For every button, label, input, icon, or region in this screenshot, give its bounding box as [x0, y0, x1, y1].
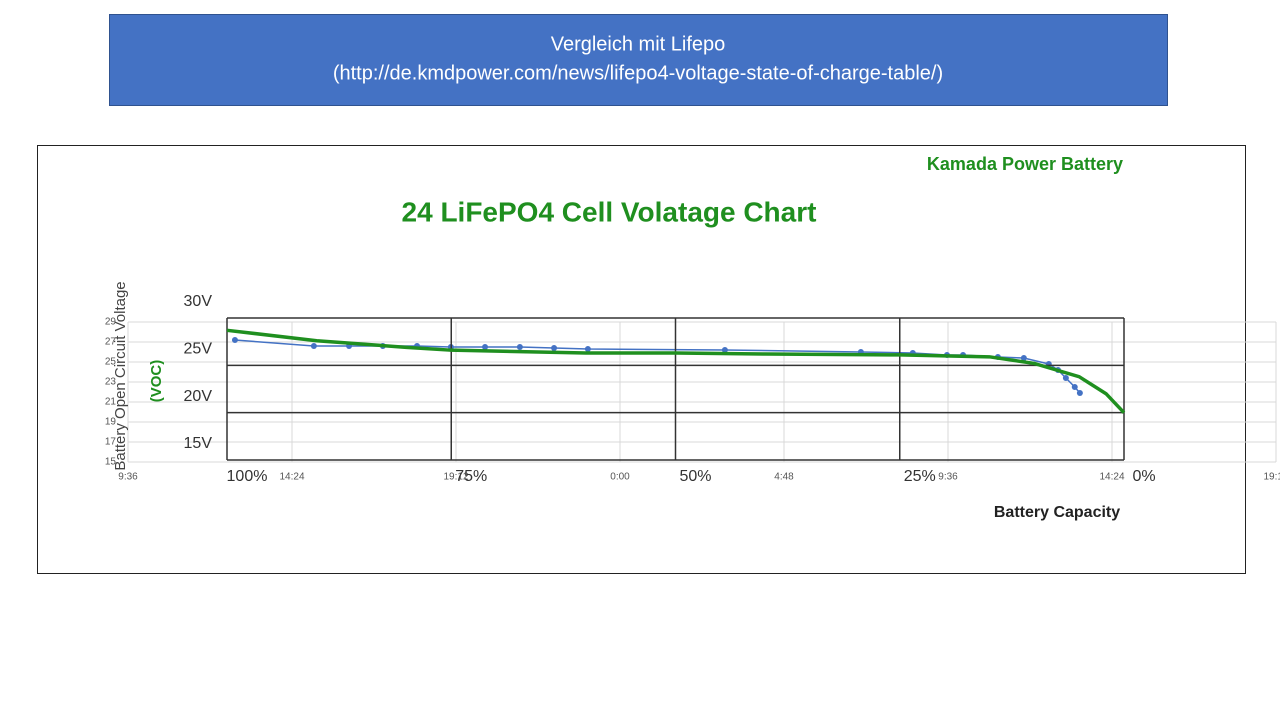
- data-point: [551, 345, 558, 351]
- x-tick-label: 9:36: [938, 472, 958, 483]
- x-tick-label: 75%: [455, 468, 487, 485]
- x-tick-label: 19:12: [443, 472, 468, 483]
- x-tick-label: 14:24: [279, 472, 304, 483]
- chart-frame: [37, 145, 1246, 574]
- x-tick-label: 4:48: [774, 472, 794, 483]
- y-tick-label: 23: [105, 377, 117, 388]
- y-tick-label: 29: [105, 317, 117, 328]
- capacity-chart: 30V 25V 20V 15V 100% 75% 50% 25% 0%: [184, 293, 1156, 485]
- y-tick-label: 20V: [184, 388, 213, 405]
- y-tick-label: 15: [105, 457, 117, 468]
- y-tick-label: 17: [105, 437, 117, 448]
- x-tick-label: 19:12: [1263, 472, 1280, 483]
- y-tick-label: 25: [105, 357, 117, 368]
- data-point: [231, 337, 238, 343]
- data-point: [1020, 355, 1027, 361]
- data-point: [516, 344, 523, 350]
- y-tick-label: 19: [105, 417, 117, 428]
- x-tick-label: 0%: [1132, 468, 1155, 485]
- y-tick-label: 15V: [184, 435, 213, 452]
- x-tick-label: 100%: [227, 468, 268, 485]
- y-tick-label: 30V: [184, 293, 213, 310]
- x-tick-label: 25%: [904, 468, 936, 485]
- data-line: [226, 328, 1126, 414]
- data-point: [1062, 375, 1069, 381]
- data-point: [1071, 384, 1078, 390]
- y-tick-label: 21: [105, 397, 117, 408]
- x-tick-label: 14:24: [1099, 472, 1124, 483]
- y-axis-title: (VOC): [148, 360, 165, 403]
- data-point: [482, 344, 489, 350]
- x-tick-label: 0:00: [610, 472, 630, 483]
- y-tick-label: 25V: [184, 341, 213, 358]
- chart-title: 24 LiFePO4 Cell Volatage Chart: [402, 196, 817, 227]
- header-box: [109, 14, 1168, 106]
- x-tick-label: 9:36: [118, 472, 138, 483]
- data-point: [721, 347, 728, 353]
- brand-annotation: Kamada Power Battery: [927, 154, 1123, 174]
- data-point: [584, 346, 591, 352]
- y-axis-title: Battery Open Circuit Voltage: [112, 281, 129, 470]
- header-line: Vergleich mit Lifepo: [551, 33, 726, 55]
- x-axis-title: Battery Capacity: [994, 504, 1120, 521]
- data-point: [310, 343, 317, 349]
- header-line: (http://de.kmdpower.com/news/lifepo4-vol…: [333, 62, 943, 84]
- data-point: [1076, 390, 1083, 396]
- x-tick-label: 50%: [679, 468, 711, 485]
- y-tick-label: 27: [105, 337, 117, 348]
